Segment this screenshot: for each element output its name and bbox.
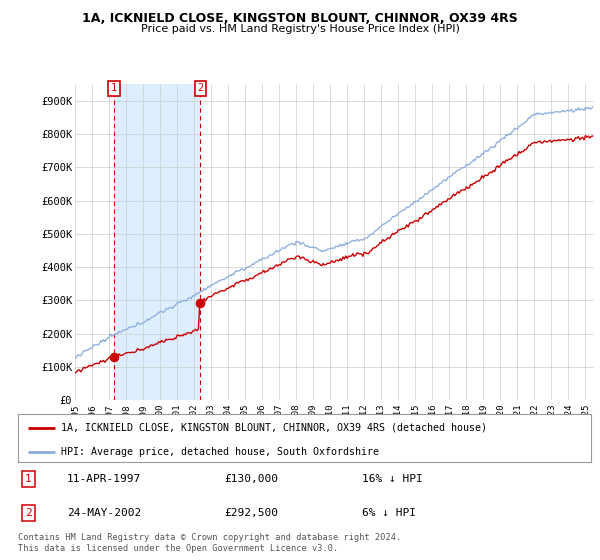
Text: 6% ↓ HPI: 6% ↓ HPI (362, 508, 416, 518)
Text: 1: 1 (25, 474, 32, 484)
Text: 2: 2 (25, 508, 32, 518)
Bar (114, 84, 200, 400)
Text: 1A, ICKNIELD CLOSE, KINGSTON BLOUNT, CHINNOR, OX39 4RS (detached house): 1A, ICKNIELD CLOSE, KINGSTON BLOUNT, CHI… (61, 423, 487, 433)
Text: £292,500: £292,500 (224, 508, 278, 518)
Text: 16% ↓ HPI: 16% ↓ HPI (362, 474, 422, 484)
Text: 11-APR-1997: 11-APR-1997 (67, 474, 141, 484)
Text: £130,000: £130,000 (224, 474, 278, 484)
Text: 1: 1 (111, 83, 117, 94)
Text: HPI: Average price, detached house, South Oxfordshire: HPI: Average price, detached house, Sout… (61, 446, 379, 456)
Text: 2: 2 (197, 83, 203, 94)
Text: Price paid vs. HM Land Registry's House Price Index (HPI): Price paid vs. HM Land Registry's House … (140, 24, 460, 34)
Text: 1A, ICKNIELD CLOSE, KINGSTON BLOUNT, CHINNOR, OX39 4RS: 1A, ICKNIELD CLOSE, KINGSTON BLOUNT, CHI… (82, 12, 518, 25)
Point (196, 298, 205, 307)
Text: Contains HM Land Registry data © Crown copyright and database right 2024.
This d: Contains HM Land Registry data © Crown c… (18, 533, 401, 553)
Text: 24-MAY-2002: 24-MAY-2002 (67, 508, 141, 518)
Point (109, 353, 119, 362)
